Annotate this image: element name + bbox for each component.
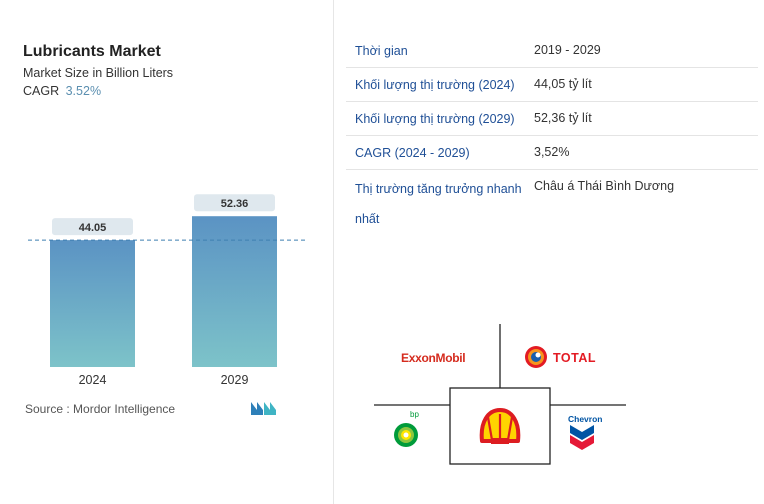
table-row: Thị trường tăng trưởng nhanh nhất Châu á…	[346, 170, 758, 234]
chart-subtitle: Market Size in Billion Liters	[23, 66, 174, 80]
market-players-graphic: ExxonMobil TOTAL bp Chevron	[370, 322, 630, 467]
table-row: Thời gian 2019 - 2029	[346, 34, 758, 68]
chart-title: Lubricants Market	[23, 43, 161, 60]
source-note: Source : Mordor Intelligence	[25, 402, 176, 416]
row-value: 52,36 tỷ lít	[534, 111, 592, 125]
row-label: Thời gian	[355, 44, 408, 58]
bar	[192, 216, 277, 367]
shell-logo-icon	[479, 408, 521, 444]
cagr-label: CAGR	[23, 84, 60, 98]
row-label: CAGR (2024 - 2029)	[355, 146, 470, 160]
x-tick-label: 2024	[79, 373, 107, 387]
table-row: Khối lượng thị trường (2024) 44,05 tỷ lí…	[346, 68, 758, 102]
data-label: 44.05	[79, 222, 107, 234]
cagr-line: CAGR 3.52%	[23, 84, 101, 98]
row-label: Khối lượng thị trường (2024)	[355, 78, 515, 92]
players-frame	[374, 324, 626, 465]
data-label: 52.36	[221, 198, 249, 210]
bp-helios-icon	[394, 423, 418, 447]
bp-logo: bp	[410, 410, 419, 419]
x-tick-label: 2029	[221, 373, 249, 387]
table-row: CAGR (2024 - 2029) 3,52%	[346, 136, 758, 170]
data-label-bg	[52, 218, 133, 236]
row-value: 44,05 tỷ lít	[534, 77, 592, 91]
row-label: Thị trường tăng trưởng nhanh nhất	[355, 182, 522, 226]
row-value: Châu á Thái Bình Dương	[534, 179, 675, 193]
chevron-logo: Chevron	[568, 414, 603, 424]
row-label: Khối lượng thị trường (2029)	[355, 112, 515, 126]
data-label-bg	[194, 194, 275, 212]
chart-card: Lubricants Market Market Size in Billion…	[0, 0, 334, 504]
bar	[50, 240, 135, 367]
total-globe-icon	[525, 346, 547, 368]
market-snapshot-table: Thời gian 2019 - 2029 Khối lượng thị trư…	[346, 34, 758, 234]
bar-chart: 44.05 2024 52.36 2029	[28, 194, 306, 387]
exxonmobil-logo: ExxonMobil	[401, 351, 466, 365]
cagr-value: 3.52%	[65, 84, 102, 98]
row-value: 3,52%	[534, 145, 570, 159]
chevron-logo-icon	[570, 425, 594, 450]
row-value: 2019 - 2029	[534, 43, 601, 57]
total-logo: TOTAL	[553, 351, 597, 365]
mordor-intelligence-logo	[251, 402, 276, 415]
table-row: Khối lượng thị trường (2029) 52,36 tỷ lí…	[346, 102, 758, 136]
